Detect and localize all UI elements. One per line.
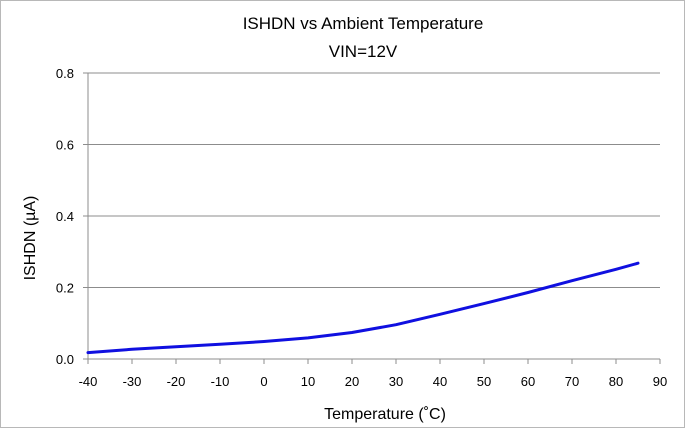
y-tick-labels: 0.0 0.2 0.4 0.6 0.8 [56, 66, 74, 367]
x-tick-label: 50 [477, 374, 491, 389]
y-tick-label: 0.2 [56, 281, 74, 296]
x-tick-label: 20 [345, 374, 359, 389]
y-axis-label: ISHDN (µA) [22, 196, 39, 281]
y-tick-label: 0.0 [56, 352, 74, 367]
x-tick-label: -40 [79, 374, 98, 389]
x-tick-label: 90 [653, 374, 667, 389]
chart-title: ISHDN vs Ambient Temperature [243, 14, 484, 33]
x-tick-label: 80 [609, 374, 623, 389]
x-axis-label: Temperature (˚C) [324, 406, 446, 423]
x-tick-label: 60 [521, 374, 535, 389]
y-tick-label: 0.8 [56, 66, 74, 81]
x-tick-label: -20 [167, 374, 186, 389]
chart-subtitle: VIN=12V [329, 42, 398, 61]
x-tick-label: 40 [433, 374, 447, 389]
series-line-0 [86, 261, 640, 355]
x-tick-label: 0 [260, 374, 267, 389]
x-tick-labels: -40 -30 -20 -10 0 10 20 30 40 50 60 70 80 90 [79, 374, 668, 389]
x-tick-label: 10 [301, 374, 315, 389]
y-tick-label: 0.6 [56, 138, 74, 153]
x-tick-label: 30 [389, 374, 403, 389]
axes [83, 72, 661, 364]
series-layer [86, 261, 640, 355]
x-tick-label: -10 [211, 374, 230, 389]
x-tick-label: -30 [123, 374, 142, 389]
gridlines [88, 72, 660, 288]
y-tick-label: 0.4 [56, 209, 74, 224]
x-tick-label: 70 [565, 374, 579, 389]
